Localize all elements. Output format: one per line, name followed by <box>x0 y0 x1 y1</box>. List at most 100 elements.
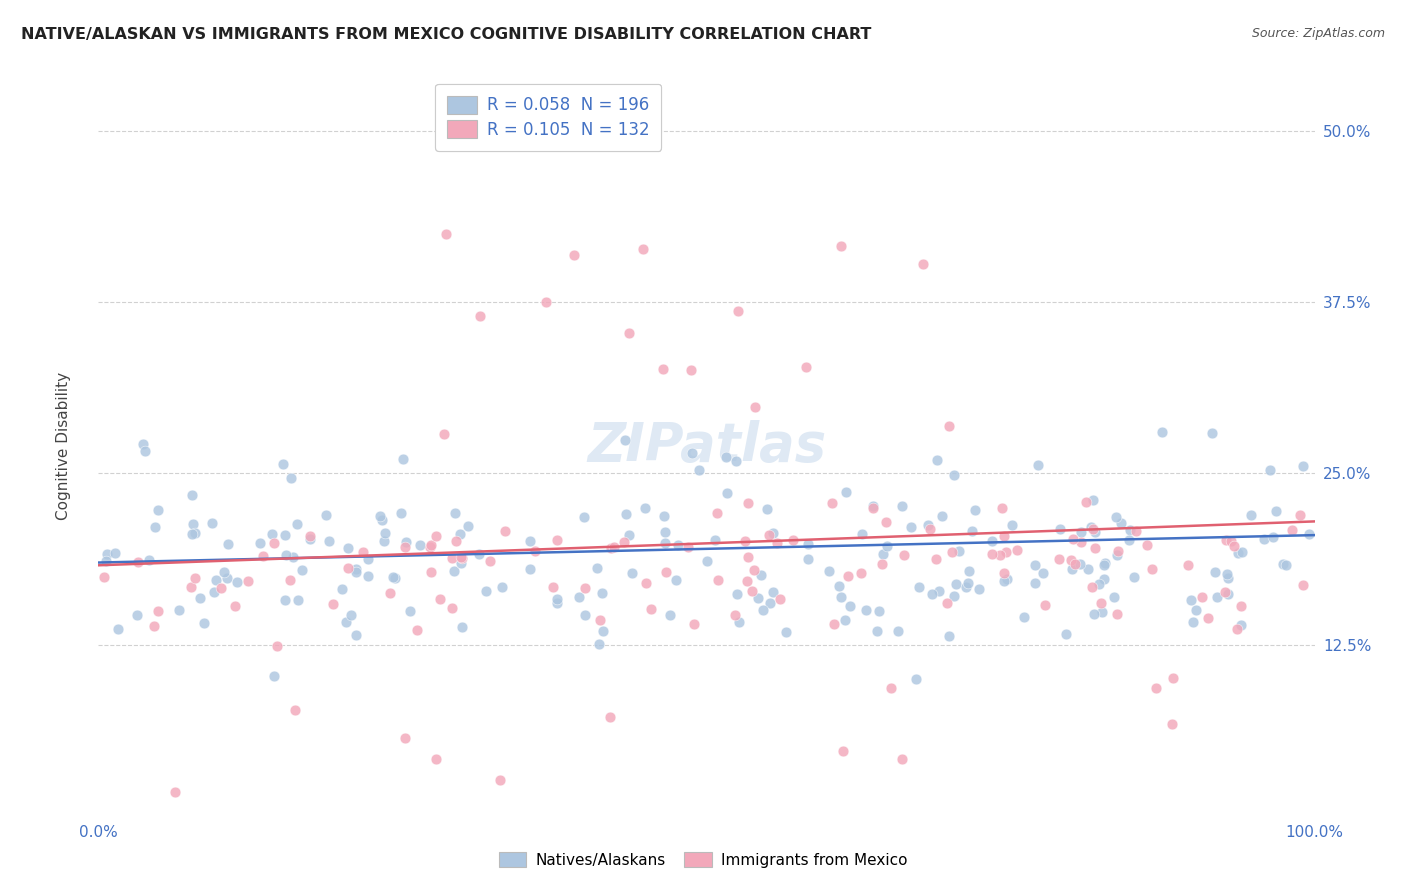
Point <box>562 248 585 262</box>
Point <box>1069 558 1091 572</box>
Point <box>1118 533 1140 547</box>
Point <box>893 548 915 562</box>
Point <box>876 539 898 553</box>
Point <box>855 603 877 617</box>
Point <box>796 551 818 566</box>
Point <box>1024 558 1046 572</box>
Legend: Natives/Alaskans, Immigrants from Mexico: Natives/Alaskans, Immigrants from Mexico <box>492 846 914 873</box>
Point <box>1062 562 1084 576</box>
Point <box>920 522 942 536</box>
Point <box>1047 552 1070 566</box>
Point <box>752 603 775 617</box>
Point <box>1265 504 1288 518</box>
Point <box>725 454 748 468</box>
Point <box>891 751 914 765</box>
Point <box>524 544 547 558</box>
Point <box>332 582 354 597</box>
Point <box>1216 567 1239 582</box>
Text: Source: ZipAtlas.com: Source: ZipAtlas.com <box>1251 27 1385 40</box>
Point <box>654 565 676 579</box>
Point <box>373 534 395 549</box>
Point <box>181 516 204 531</box>
Point <box>735 574 758 588</box>
Point <box>835 484 858 499</box>
Point <box>868 604 890 618</box>
Point <box>1230 545 1253 559</box>
Point <box>395 534 418 549</box>
Point <box>1258 463 1281 477</box>
Point <box>1223 539 1246 553</box>
Point <box>870 557 893 571</box>
Point <box>541 581 564 595</box>
Point <box>688 463 710 477</box>
Point <box>457 519 479 533</box>
Point <box>444 506 467 520</box>
Point <box>470 309 492 323</box>
Point <box>921 587 943 601</box>
Point <box>1105 607 1128 622</box>
Point <box>862 501 884 516</box>
Point <box>450 550 472 565</box>
Point <box>1083 522 1105 536</box>
Point <box>425 529 447 543</box>
Point <box>1119 523 1142 537</box>
Point <box>1007 543 1029 558</box>
Point <box>1292 459 1315 474</box>
Point <box>938 419 960 434</box>
Point <box>429 592 451 607</box>
Point <box>1229 618 1251 632</box>
Point <box>1281 523 1303 537</box>
Point <box>1177 558 1199 573</box>
Point <box>419 538 441 552</box>
Point <box>741 584 763 599</box>
Point <box>262 527 284 541</box>
Point <box>205 574 228 588</box>
Point <box>384 571 406 585</box>
Point <box>96 547 118 561</box>
Point <box>315 508 337 522</box>
Point <box>433 426 456 441</box>
Legend: R = 0.058  N = 196, R = 0.105  N = 132: R = 0.058 N = 196, R = 0.105 N = 132 <box>436 84 661 151</box>
Point <box>1091 605 1114 619</box>
Point <box>1081 580 1104 594</box>
Point <box>769 592 792 607</box>
Point <box>285 516 308 531</box>
Point <box>821 495 844 509</box>
Point <box>665 573 688 587</box>
Point <box>762 584 785 599</box>
Point <box>917 517 939 532</box>
Point <box>1292 578 1315 592</box>
Point <box>834 613 856 627</box>
Point <box>1219 533 1241 548</box>
Point <box>727 304 749 318</box>
Point <box>1184 603 1206 617</box>
Point <box>640 602 662 616</box>
Point <box>215 571 238 585</box>
Point <box>993 574 1015 588</box>
Point <box>613 535 636 549</box>
Point <box>652 362 675 376</box>
Point <box>925 452 948 467</box>
Point <box>851 526 873 541</box>
Point <box>236 574 259 588</box>
Point <box>284 703 307 717</box>
Point <box>602 540 624 554</box>
Text: ZIPatlas: ZIPatlas <box>586 420 827 472</box>
Point <box>762 526 785 541</box>
Point <box>107 622 129 636</box>
Point <box>419 540 441 554</box>
Point <box>872 547 894 561</box>
Point <box>357 568 380 582</box>
Point <box>1026 458 1049 472</box>
Point <box>534 294 557 309</box>
Point <box>1104 510 1126 524</box>
Point <box>1135 538 1157 552</box>
Point <box>382 569 405 583</box>
Point <box>399 604 422 618</box>
Point <box>912 257 935 271</box>
Point <box>451 620 474 634</box>
Point <box>336 561 359 575</box>
Point <box>589 614 612 628</box>
Point <box>616 507 638 521</box>
Point <box>942 468 965 483</box>
